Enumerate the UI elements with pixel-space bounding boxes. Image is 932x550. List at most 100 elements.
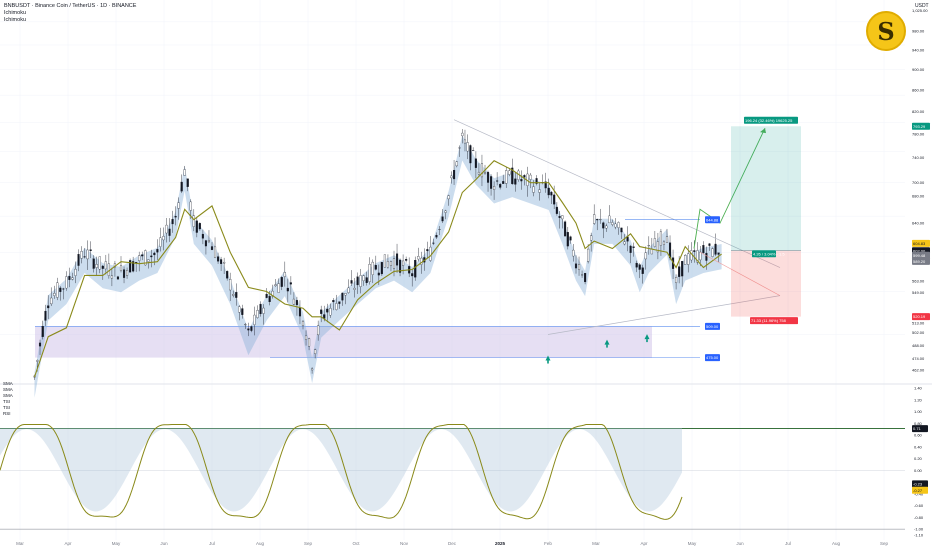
- osc-y-tick-label: -0.80: [914, 515, 924, 520]
- x-tick-label: May: [688, 541, 697, 546]
- osc-y-tick-label: 0.60: [914, 433, 923, 438]
- candle-body: [638, 264, 641, 270]
- candle-body: [483, 172, 487, 174]
- candle-body: [392, 258, 396, 269]
- support-zone: [35, 326, 652, 358]
- candle-body: [217, 256, 220, 262]
- y-tick-label: 640.00: [912, 221, 925, 226]
- candle-body: [523, 175, 526, 178]
- candle-body: [447, 195, 450, 200]
- y-tick-label: 1,025.00: [912, 8, 928, 13]
- candle-body: [122, 269, 126, 278]
- candle-body: [564, 221, 567, 237]
- candle-body: [453, 169, 456, 180]
- candle-body: [183, 169, 186, 176]
- axis-ichimoku-label-bg: [912, 239, 930, 247]
- y-tick-label: 860.00: [912, 87, 925, 92]
- candle-body: [314, 349, 317, 354]
- candle-body: [593, 214, 596, 224]
- candle-body: [374, 264, 377, 270]
- candle-body: [584, 273, 587, 283]
- candle-body: [455, 161, 458, 167]
- candle-body: [383, 254, 386, 268]
- candle-body: [641, 267, 644, 274]
- osc-y-tick-label: 1.00: [914, 409, 923, 414]
- level-label-bg: [705, 216, 720, 224]
- candle-body: [405, 259, 408, 261]
- candle-body: [326, 308, 329, 313]
- level-label-bg: [705, 354, 720, 362]
- osc-current-label: -0.23: [913, 481, 923, 486]
- candle-body: [365, 277, 368, 283]
- candle-body: [561, 215, 564, 220]
- x-tick-label: Sep: [880, 541, 889, 546]
- candle-body: [399, 259, 402, 273]
- up-arrow-icon: [606, 344, 608, 348]
- candle-body: [684, 255, 687, 265]
- indicator-label: SMA: [3, 387, 13, 392]
- candle-body: [347, 287, 350, 293]
- up-arrow-icon: [545, 355, 551, 361]
- candle-body: [477, 171, 480, 175]
- target-label-bg: [744, 116, 798, 124]
- ichimoku-legend-2: Ichimoku: [4, 17, 27, 23]
- candle-body: [362, 275, 365, 281]
- candle-body: [80, 251, 83, 259]
- x-tick-label: Apr: [640, 541, 648, 546]
- candle-body: [268, 296, 271, 303]
- osc-current-label-bg: [912, 480, 928, 488]
- candle-body: [68, 276, 71, 280]
- candle-body: [558, 216, 561, 218]
- candle-body: [386, 261, 389, 268]
- target-label: 196.24 (32.46%) 19625.25: [745, 118, 793, 123]
- osc-current-label: -0.27: [913, 488, 923, 493]
- candle-body: [502, 181, 505, 184]
- x-tick-label: Aug: [256, 541, 265, 546]
- x-tick-label: May: [112, 541, 121, 546]
- candle-body: [53, 293, 56, 296]
- x-tick-label: Dec: [448, 541, 457, 546]
- ichimoku-cloud: [34, 135, 722, 398]
- candle-body: [463, 139, 467, 144]
- candle-body: [461, 132, 464, 137]
- candle-body: [98, 256, 101, 270]
- candle-body: [317, 325, 320, 336]
- axis-stop-price: 520.19: [913, 314, 926, 319]
- candle-body: [259, 303, 262, 315]
- candle-body: [304, 335, 308, 340]
- candle-body: [687, 253, 690, 265]
- candle-body: [566, 232, 569, 247]
- osc-y-tick-label: 0.40: [914, 444, 923, 449]
- y-tick-label: 740.00: [912, 155, 925, 160]
- candle-body: [50, 297, 53, 305]
- triangle-lower: [547, 295, 781, 335]
- candle-body: [207, 239, 211, 243]
- candle-body: [238, 306, 241, 313]
- indicator-label: SMA: [3, 393, 13, 398]
- candle-body: [647, 245, 650, 247]
- candle-body: [338, 301, 341, 304]
- triangle-upper: [453, 119, 781, 268]
- target-zone: [731, 126, 801, 251]
- candle-body: [544, 181, 547, 189]
- x-tick-label: Sep: [304, 541, 313, 546]
- candle-body: [538, 189, 541, 193]
- candle-body: [65, 276, 68, 289]
- candle-body: [505, 170, 508, 184]
- candle-body: [229, 279, 232, 291]
- candle-body: [210, 246, 214, 250]
- candle-body: [320, 309, 323, 314]
- candle-body: [204, 240, 207, 247]
- x-tick-label: Mar: [592, 541, 600, 546]
- candle-body: [256, 310, 259, 318]
- candle-body: [244, 324, 247, 326]
- candle-body: [350, 280, 353, 284]
- candle-body: [450, 175, 453, 179]
- candle-body: [611, 222, 614, 225]
- candle-body: [656, 241, 659, 253]
- candle-body: [493, 186, 496, 190]
- candle-body: [653, 238, 656, 247]
- axis-extra-label-bg: [912, 251, 930, 259]
- osc-y-tick-label: 1.20: [914, 397, 923, 402]
